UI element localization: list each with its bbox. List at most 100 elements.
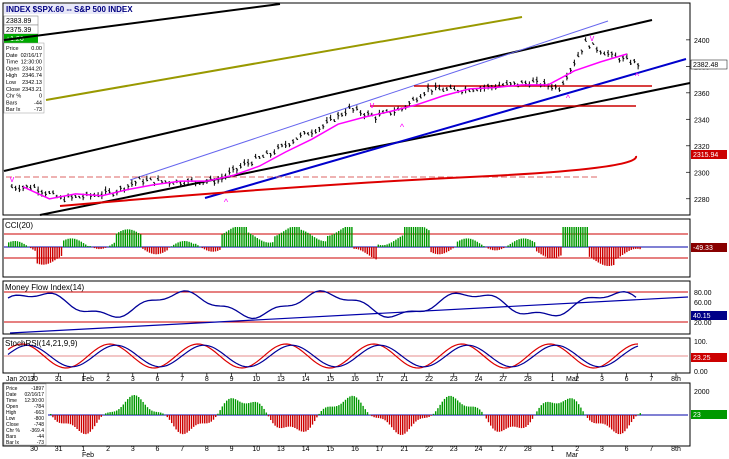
cci-bar (430, 247, 432, 253)
cci-bar (67, 238, 69, 247)
cci-bar (32, 247, 34, 250)
bottom-bar (85, 415, 87, 435)
bottom-bar (78, 415, 80, 431)
cci-bar (278, 234, 280, 247)
bottom-bar (263, 408, 265, 415)
info-key: Open (6, 404, 18, 410)
cci-bar (228, 230, 230, 247)
bottom-bar (421, 415, 424, 419)
cci-bar (87, 245, 89, 247)
bottom-bar (626, 415, 628, 429)
bottom-bar (228, 398, 230, 415)
cci-bar (285, 229, 287, 247)
cci-bar (393, 241, 395, 247)
info-panel-bottom: Price -1897 Date 02/16/17 Time 12:30:00 Open -7… (3, 383, 47, 446)
cci-bar (247, 232, 250, 247)
info-value: 12:30:00 (25, 398, 45, 404)
cci-bar (342, 228, 344, 247)
cci-bar (137, 232, 140, 247)
cci-bar (591, 247, 593, 259)
bottom-bar (325, 407, 327, 415)
cci-bar (635, 247, 637, 249)
cci-bar (415, 227, 417, 247)
cci-bar (386, 244, 388, 247)
cci-bar (296, 227, 298, 247)
cci-bar (443, 247, 445, 254)
cci-bar (173, 244, 175, 247)
bottom-bar (452, 396, 454, 415)
info-key: Time (6, 398, 17, 404)
bottom-bar (402, 415, 404, 435)
cci-bar (184, 241, 186, 247)
x-tick-label: 6 (156, 376, 160, 383)
cci-bar (43, 247, 45, 265)
bottom-bar (182, 415, 184, 435)
cci-layer (4, 227, 688, 266)
cci-bar (98, 247, 100, 250)
bottom-bar (272, 415, 274, 424)
mfi-trend (9, 296, 689, 334)
bottom-bar (463, 405, 465, 415)
bottom-bar (69, 415, 72, 425)
cci-bar (518, 239, 520, 247)
cci-bar (12, 241, 14, 247)
cci-bar (74, 238, 76, 247)
cci-bar (522, 238, 525, 247)
bottom-bar (61, 415, 63, 424)
bottom-bar (250, 402, 252, 415)
bottom-bar (333, 406, 336, 415)
bottom-bar (622, 415, 624, 434)
x-tick-label-bottom: 21 (400, 446, 408, 453)
bottom-bar (560, 402, 562, 415)
bottom-bar (135, 395, 138, 415)
cci-bar (267, 242, 269, 247)
bottom-bar (193, 415, 195, 427)
cci-bar (16, 241, 19, 247)
cci-bar (481, 244, 483, 247)
cci-bar (151, 247, 153, 254)
cci-bar (309, 234, 311, 247)
cci-bar (243, 227, 245, 247)
cci-bar (474, 240, 476, 247)
bottom-bar (382, 415, 384, 420)
cci-bar (569, 227, 571, 247)
cci-bar (291, 227, 294, 247)
cci-bar (289, 227, 291, 247)
bottom-bar (58, 415, 61, 423)
mfi-layer: 80.00 60.00 20.00 (4, 290, 712, 334)
bottom-bar (111, 411, 113, 415)
cci-bar (529, 239, 531, 247)
buy-marker: ^ (635, 71, 640, 81)
info-key: Bar Ix (6, 107, 21, 113)
bottom-bar (617, 415, 619, 435)
bottom-bar (377, 415, 380, 419)
x-tick-label: 1 (81, 376, 85, 383)
bottom-bar (289, 415, 292, 427)
cci-bar (498, 247, 500, 250)
bottom-bar (615, 415, 617, 434)
x-tick-label: 10 (252, 376, 260, 383)
bottom-bar (239, 401, 241, 415)
cci-bar (327, 235, 329, 247)
x-tick-label: 15 (326, 376, 334, 383)
cci-bar (452, 247, 454, 249)
bottom-bar (50, 413, 52, 415)
cci-bar (126, 229, 129, 247)
bottom-bar (630, 415, 633, 423)
bottom-bar (320, 411, 322, 415)
bottom-bar (536, 411, 538, 415)
bottom-bar (639, 413, 641, 415)
price-tick-label: 2400 (694, 38, 710, 45)
info-value: -44 (37, 434, 44, 440)
cci-bar (412, 227, 415, 247)
cci-bar (234, 227, 236, 247)
bottom-bar (142, 401, 144, 415)
cci-bar (47, 247, 49, 264)
bottom-bar (360, 402, 362, 415)
bottom-bar (527, 415, 529, 426)
bottom-bar (179, 415, 182, 434)
cci-bar (580, 227, 582, 247)
month-label-mar: Mar (566, 376, 579, 383)
bottom-bar (520, 415, 523, 429)
cci-bar (56, 247, 58, 259)
